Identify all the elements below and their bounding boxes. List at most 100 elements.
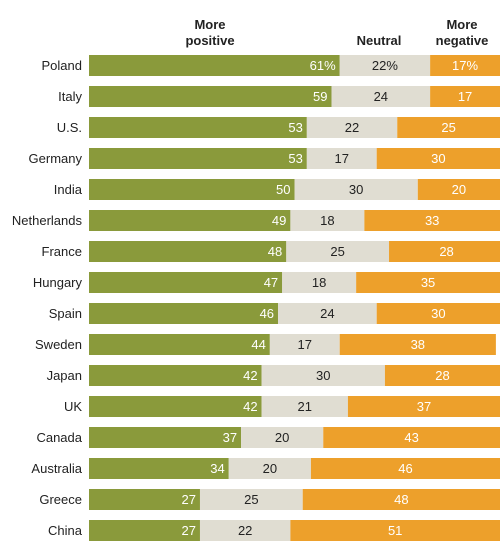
bar-neutral-france: [286, 241, 390, 262]
value-label-negative-india: 20: [452, 182, 466, 197]
category-label-uk: UK: [64, 399, 82, 414]
bar-negative-greece: [302, 489, 500, 510]
value-label-positive-italy: 59: [313, 89, 327, 104]
bar-neutral-germany: [306, 148, 377, 169]
value-label-neutral-italy: 24: [374, 89, 388, 104]
value-label-neutral-poland: 22%: [372, 58, 398, 73]
bar-neutral-hungary: [282, 272, 357, 293]
value-label-positive-netherlands: 49: [272, 213, 286, 228]
bar-positive-japan: [89, 365, 262, 386]
bar-negative-hungary: [356, 272, 500, 293]
bar-positive-netherlands: [89, 210, 291, 231]
bar-neutral-india: [294, 179, 418, 200]
header-negative-line1: More: [446, 17, 477, 32]
category-label-italy: Italy: [58, 89, 82, 104]
value-label-negative-greece: 48: [394, 492, 408, 507]
header-positive-line1: More: [194, 17, 225, 32]
value-label-neutral-germany: 17: [335, 151, 349, 166]
bar-positive-greece: [89, 489, 200, 510]
value-label-neutral-india: 30: [349, 182, 363, 197]
bar-negative-spain: [376, 303, 500, 324]
bars-group: Poland 61% 22% 17% Italy 59 24 17 U.S. 53 22 25 Germ…: [12, 55, 500, 541]
value-label-negative-netherlands: 33: [425, 213, 439, 228]
value-label-positive-greece: 27: [182, 492, 196, 507]
bar-neutral-italy: [331, 86, 431, 107]
value-label-negative-uk: 37: [417, 399, 431, 414]
bar-negative-france: [389, 241, 500, 262]
bar-negative-italy: [430, 86, 500, 107]
value-label-positive-hungary: 47: [264, 275, 278, 290]
bar-neutral-japan: [261, 365, 385, 386]
value-label-negative-u-s: 25: [441, 120, 455, 135]
bar-neutral-canada: [241, 427, 324, 448]
value-label-neutral-japan: 30: [316, 368, 330, 383]
value-label-positive-canada: 37: [223, 430, 237, 445]
value-label-neutral-greece: 25: [244, 492, 258, 507]
category-label-canada: Canada: [36, 430, 82, 445]
category-label-u-s: U.S.: [57, 120, 82, 135]
bar-positive-hungary: [89, 272, 283, 293]
value-label-positive-india: 50: [276, 182, 290, 197]
bar-negative-uk: [347, 396, 500, 417]
header-positive-line2: positive: [185, 33, 234, 48]
value-label-neutral-uk: 21: [298, 399, 312, 414]
bar-negative-germany: [376, 148, 500, 169]
value-label-neutral-canada: 20: [275, 430, 289, 445]
value-label-neutral-china: 22: [238, 523, 252, 538]
value-label-positive-china: 27: [182, 523, 196, 538]
value-label-negative-italy: 17: [458, 89, 472, 104]
value-label-neutral-france: 25: [330, 244, 344, 259]
category-label-france: France: [42, 244, 82, 259]
bar-negative-poland: [430, 55, 500, 76]
bar-neutral-uk: [261, 396, 348, 417]
value-label-negative-sweden: 38: [411, 337, 425, 352]
category-label-spain: Spain: [49, 306, 82, 321]
bar-neutral-poland: [339, 55, 431, 76]
category-label-hungary: Hungary: [33, 275, 83, 290]
value-label-positive-germany: 53: [288, 151, 302, 166]
category-label-germany: Germany: [29, 151, 83, 166]
bar-neutral-china: [199, 520, 291, 541]
bar-negative-sweden: [339, 334, 496, 355]
value-label-positive-sweden: 44: [251, 337, 265, 352]
bar-neutral-spain: [278, 303, 377, 324]
bar-positive-uk: [89, 396, 262, 417]
value-label-neutral-netherlands: 18: [320, 213, 334, 228]
value-label-positive-australia: 34: [210, 461, 224, 476]
value-label-neutral-u-s: 22: [345, 120, 359, 135]
bar-negative-china: [290, 520, 500, 541]
bar-neutral-netherlands: [290, 210, 365, 231]
category-label-china: China: [48, 523, 83, 538]
category-label-india: India: [54, 182, 83, 197]
bar-positive-germany: [89, 148, 307, 169]
value-label-neutral-australia: 20: [263, 461, 277, 476]
bar-neutral-sweden: [269, 334, 340, 355]
value-label-negative-poland: 17%: [452, 58, 478, 73]
bar-neutral-australia: [228, 458, 311, 479]
bar-positive-u-s: [89, 117, 307, 138]
bar-positive-canada: [89, 427, 242, 448]
bar-negative-netherlands: [364, 210, 500, 231]
bar-negative-india: [417, 179, 500, 200]
value-label-neutral-spain: 24: [320, 306, 334, 321]
value-label-positive-poland: 61%: [310, 58, 336, 73]
value-label-neutral-sweden: 17: [298, 337, 312, 352]
value-label-neutral-hungary: 18: [312, 275, 326, 290]
bar-neutral-greece: [199, 489, 303, 510]
value-label-negative-japan: 28: [435, 368, 449, 383]
bar-negative-australia: [310, 458, 500, 479]
bar-negative-u-s: [397, 117, 500, 138]
value-label-positive-france: 48: [268, 244, 282, 259]
category-label-poland: Poland: [42, 58, 82, 73]
bar-positive-poland: [89, 55, 340, 76]
value-label-negative-china: 51: [388, 523, 402, 538]
bar-neutral-u-s: [306, 117, 398, 138]
category-label-japan: Japan: [47, 368, 82, 383]
value-label-positive-japan: 42: [243, 368, 257, 383]
bar-positive-spain: [89, 303, 279, 324]
value-label-positive-spain: 46: [260, 306, 274, 321]
value-label-negative-france: 28: [439, 244, 453, 259]
category-label-greece: Greece: [39, 492, 82, 507]
category-label-australia: Australia: [31, 461, 82, 476]
